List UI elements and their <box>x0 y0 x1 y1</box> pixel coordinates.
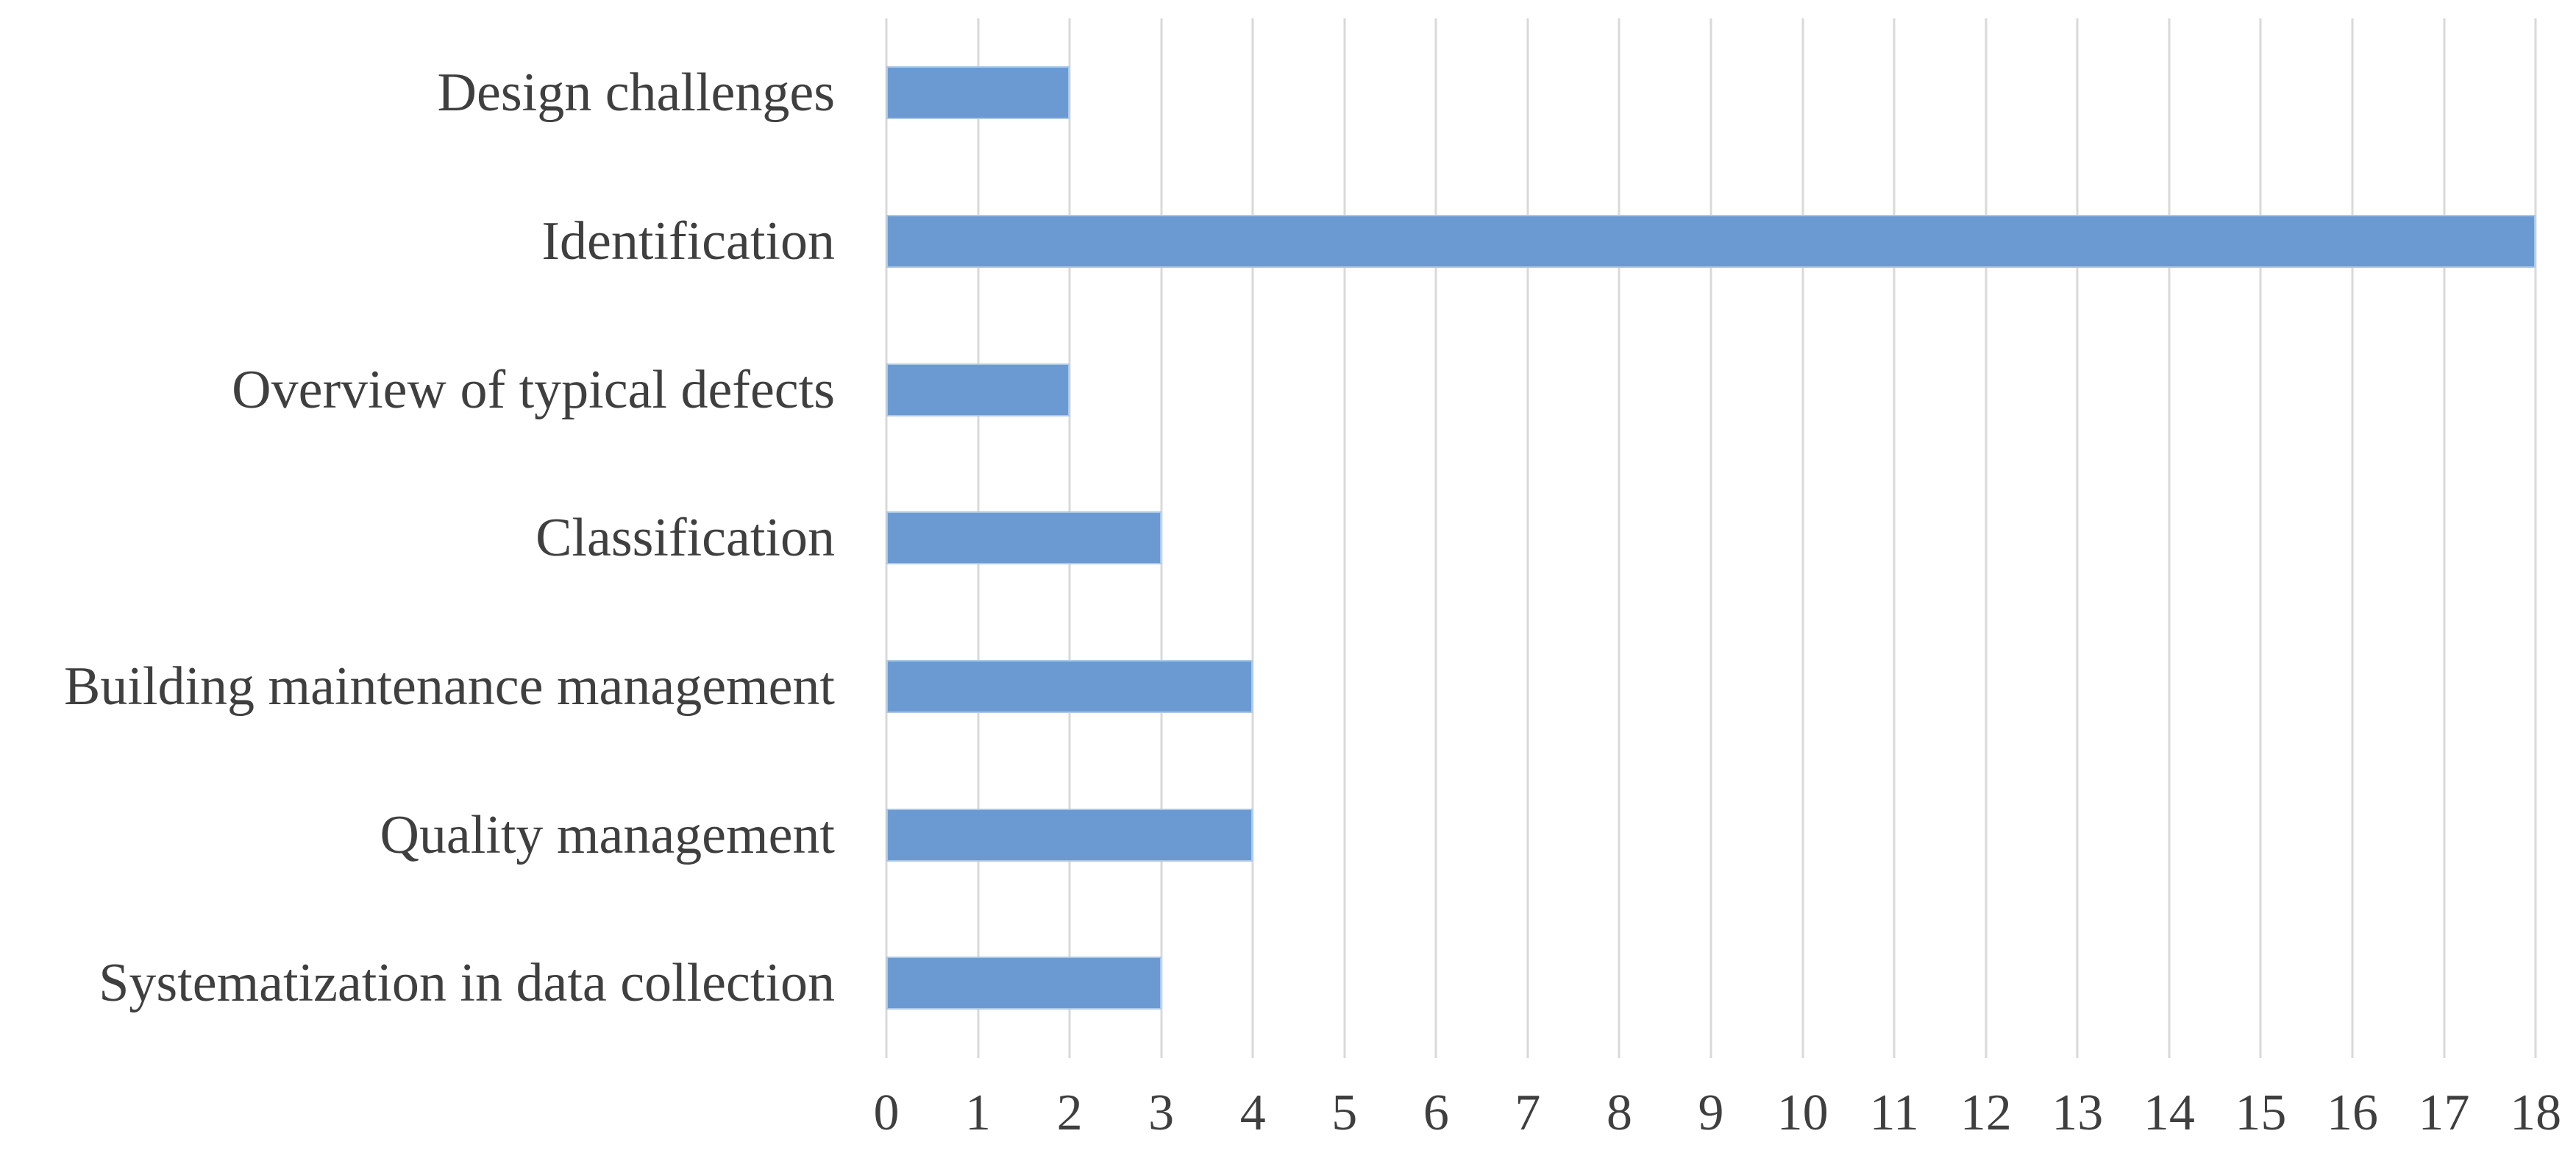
x-tick-label: 9 <box>1698 1085 1724 1141</box>
x-tick-label: 5 <box>1331 1085 1358 1141</box>
x-tick-label: 3 <box>1148 1085 1175 1141</box>
gridline <box>1893 18 1896 1058</box>
gridline <box>1251 18 1254 1058</box>
gridline <box>1618 18 1620 1058</box>
gridline <box>2534 18 2537 1058</box>
gridline <box>1709 18 1712 1058</box>
bar <box>886 214 2536 268</box>
bar <box>886 957 1161 1010</box>
category-label: Classification <box>536 508 835 569</box>
category-label: Overview of typical defects <box>232 359 835 420</box>
x-tick-label: 18 <box>2510 1085 2562 1141</box>
x-tick-label: 12 <box>1960 1085 2012 1141</box>
category-label: Identification <box>541 210 835 272</box>
gridline <box>2443 18 2446 1058</box>
category-label: Quality management <box>380 804 835 865</box>
gridline <box>1343 18 1346 1058</box>
x-tick-label: 10 <box>1776 1085 1829 1141</box>
gridline <box>1801 18 1804 1058</box>
x-tick-label: 17 <box>2418 1085 2470 1141</box>
x-tick-label: 15 <box>2235 1085 2287 1141</box>
x-tick-label: 14 <box>2143 1085 2195 1141</box>
x-tick-label: 16 <box>2326 1085 2378 1141</box>
bar <box>886 659 1253 713</box>
x-tick-label: 2 <box>1056 1085 1083 1141</box>
category-label: Building maintenance management <box>64 656 835 717</box>
bar <box>886 66 1070 120</box>
category-label: Systematization in data collection <box>99 953 835 1014</box>
x-tick-label: 8 <box>1606 1085 1632 1141</box>
bar <box>886 511 1161 565</box>
bar <box>886 363 1070 416</box>
bar <box>886 808 1253 862</box>
gridline <box>1434 18 1437 1058</box>
gridline <box>1526 18 1529 1058</box>
x-tick-label: 0 <box>873 1085 900 1141</box>
category-label: Design challenges <box>437 63 835 124</box>
x-tick-label: 11 <box>1869 1085 1919 1141</box>
gridline <box>2168 18 2171 1058</box>
gridline <box>2351 18 2354 1058</box>
gridline <box>2076 18 2079 1058</box>
x-tick-label: 13 <box>2052 1085 2104 1141</box>
x-tick-label: 7 <box>1515 1085 1541 1141</box>
x-tick-label: 6 <box>1423 1085 1449 1141</box>
gridline <box>1160 18 1163 1058</box>
gridline <box>2259 18 2262 1058</box>
gridline <box>1985 18 1988 1058</box>
x-tick-label: 1 <box>965 1085 992 1141</box>
x-tick-label: 4 <box>1239 1085 1266 1141</box>
